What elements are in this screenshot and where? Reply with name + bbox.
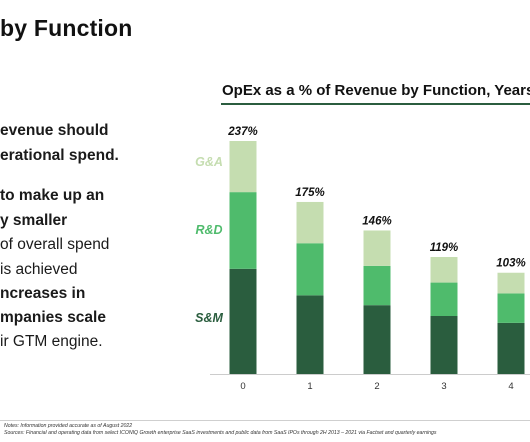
body-line: ir GTM engine. [0, 333, 103, 350]
series-label-rd: R&D [195, 223, 222, 237]
bar-rd-0 [229, 192, 257, 269]
body-line: erational spend. [0, 147, 119, 164]
body-line: y smaller [0, 212, 68, 229]
x-tick-label-0: 0 [240, 381, 245, 392]
bar-sm-4 [497, 322, 525, 374]
total-label-4: 103% [496, 258, 525, 270]
total-label-0: 237% [227, 126, 257, 138]
footnote-divider [0, 420, 530, 421]
total-label-3: 119% [430, 242, 459, 254]
bar-sm-0 [229, 268, 257, 374]
x-tick-label-1: 1 [307, 381, 312, 392]
body-line: is achieved [0, 261, 78, 278]
bar-rd-4 [497, 293, 525, 323]
footnote-notes: Notes: Information provided accurate as … [4, 423, 133, 429]
bar-rd-2 [363, 265, 391, 306]
slide-title: by Function [0, 15, 133, 41]
x-tick-label-4: 4 [508, 381, 513, 392]
body-line: evenue should [0, 122, 109, 139]
total-label-1: 175% [295, 187, 324, 199]
bar-ga-2 [363, 230, 391, 266]
bar-ga-3 [430, 257, 458, 283]
bar-sm-3 [430, 315, 458, 374]
body-line: of overall spend [0, 236, 110, 253]
chart-title: OpEx as a % of Revenue by Function, Year… [222, 82, 530, 99]
x-tick-label-3: 3 [441, 381, 446, 392]
body-line: mpanies scale [0, 309, 106, 326]
series-label-sm: S&M [195, 311, 223, 325]
bar-ga-1 [296, 201, 324, 244]
bar-rd-3 [430, 282, 458, 316]
footnote-sources: Sources: Financial and operating data fr… [4, 430, 437, 436]
bar-sm-1 [296, 295, 324, 374]
bar-sm-2 [363, 305, 391, 374]
bar-ga-0 [229, 141, 257, 193]
chart-title-rule [221, 103, 530, 105]
total-label-2: 146% [362, 215, 391, 227]
bar-ga-4 [497, 272, 525, 294]
body-line: ncreases in [0, 285, 86, 302]
x-tick-label-2: 2 [374, 381, 379, 392]
body-line: to make up an [0, 187, 105, 204]
bar-rd-1 [296, 243, 324, 296]
opex-chart: 237% 0 175% 1 146% 2 119% 3 103% 4 S&M R&D G&A [195, 126, 530, 392]
series-label-ga: G&A [195, 155, 223, 169]
